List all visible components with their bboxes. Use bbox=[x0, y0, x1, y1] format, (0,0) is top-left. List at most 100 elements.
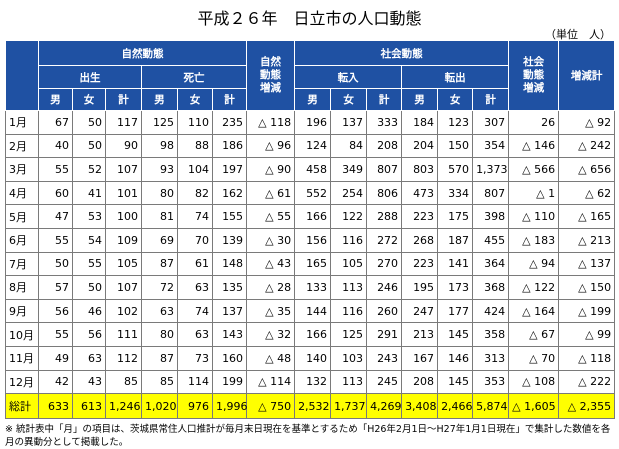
data-row: 4月 60 41 101 80 82 162 △ 61 552 254 806 473 334 807 △ … bbox=[5, 180, 616, 206]
cell: 976 bbox=[177, 393, 213, 420]
data-row: 9月 56 46 102 63 74 137 △ 35 144 116 260 247 177 424 △ … bbox=[5, 298, 616, 324]
cell: △ 1,605 bbox=[508, 393, 560, 420]
cell: 87 bbox=[141, 345, 178, 371]
cell: 144 bbox=[294, 298, 332, 324]
cell: 109 bbox=[105, 227, 142, 253]
cell: △ 164 bbox=[508, 298, 560, 324]
cell: 354 bbox=[472, 133, 510, 159]
cell: 4,269 bbox=[366, 393, 403, 420]
header-cell: 社会動態増減 bbox=[508, 40, 560, 111]
cell: 50 bbox=[72, 110, 106, 135]
cell: 177 bbox=[437, 298, 474, 324]
cell: 93 bbox=[141, 157, 178, 182]
cell: 458 bbox=[294, 157, 332, 182]
cell: 87 bbox=[141, 251, 178, 277]
cell: △ 750 bbox=[246, 393, 296, 420]
cell: 56 bbox=[72, 322, 106, 347]
cell: 60 bbox=[38, 180, 73, 206]
cell: 1,737 bbox=[330, 393, 368, 420]
row-label: 10月 bbox=[5, 322, 39, 347]
row-label: 11月 bbox=[5, 345, 39, 371]
cell: 807 bbox=[472, 180, 510, 206]
cell: 156 bbox=[294, 227, 332, 253]
cell: 186 bbox=[211, 133, 248, 159]
cell: 1,373 bbox=[472, 157, 510, 182]
cell: 67 bbox=[38, 110, 73, 135]
cell: 113 bbox=[330, 275, 368, 300]
cell: 137 bbox=[211, 298, 248, 324]
cell: 197 bbox=[211, 157, 248, 182]
cell: 223 bbox=[401, 204, 439, 229]
cell: △ 566 bbox=[508, 157, 560, 182]
cell: 223 bbox=[401, 251, 439, 277]
data-row: 12月 42 43 85 85 114 199 △ 114 132 113 245 208 145 353… bbox=[5, 369, 616, 395]
header-cell: 自然動態 bbox=[37, 40, 248, 66]
cell: 80 bbox=[141, 322, 178, 347]
cell: △ 146 bbox=[508, 133, 560, 159]
cell: 254 bbox=[330, 180, 368, 206]
cell: 105 bbox=[105, 251, 142, 277]
cell: △ 55 bbox=[246, 204, 296, 229]
cell: 57 bbox=[38, 275, 73, 300]
cell: 69 bbox=[141, 227, 178, 253]
row-label: 総計 bbox=[5, 393, 39, 420]
header-cell: 女 bbox=[437, 88, 474, 111]
header-cell: 転出 bbox=[401, 65, 510, 89]
cell: △ 150 bbox=[558, 275, 616, 300]
cell: 424 bbox=[472, 298, 510, 324]
header-cell: 女 bbox=[177, 88, 213, 111]
data-row: 2月 40 50 90 98 88 186 △ 96 124 84 208 204 150 354 △ 14… bbox=[5, 133, 616, 159]
cell: △ 118 bbox=[558, 345, 616, 371]
population-table: 自然動態 自然動態増減 社会動態 社会動態増減 増減計 出生 死亡 転入 転出 … bbox=[5, 40, 616, 420]
row-label: 8月 bbox=[5, 275, 39, 300]
header-cell: 転入 bbox=[294, 65, 403, 89]
data-row: 8月 57 50 107 72 63 135 △ 28 133 113 246 195 173 368 △ … bbox=[5, 275, 616, 300]
cell: 101 bbox=[105, 180, 142, 206]
cell: 806 bbox=[366, 180, 403, 206]
cell: 90 bbox=[105, 133, 142, 159]
cell: 107 bbox=[105, 157, 142, 182]
cell: 116 bbox=[330, 298, 368, 324]
data-row: 6月 55 54 109 69 70 139 △ 30 156 116 272 268 187 455 △ … bbox=[5, 227, 616, 253]
row-label: 9月 bbox=[5, 298, 39, 324]
cell: △ 656 bbox=[558, 157, 616, 182]
cell: 167 bbox=[401, 345, 439, 371]
cell: 124 bbox=[294, 133, 332, 159]
cell: △ 28 bbox=[246, 275, 296, 300]
cell: 143 bbox=[211, 322, 248, 347]
cell: 61 bbox=[177, 251, 213, 277]
header-cell: 増減計 bbox=[558, 40, 616, 111]
cell: 74 bbox=[177, 204, 213, 229]
cell: 26 bbox=[508, 110, 560, 135]
footnote: ※ 統計表中「月」の項目は、茨城県常住人口推計が毎月末日現在を基準とするため「H… bbox=[5, 424, 611, 448]
cell: 199 bbox=[211, 369, 248, 395]
cell: 100 bbox=[105, 204, 142, 229]
cell: 2,466 bbox=[437, 393, 474, 420]
table-body: 1月 67 50 117 125 110 235 △ 118 196 137 333 184 123 30… bbox=[5, 110, 616, 420]
cell: △ 61 bbox=[246, 180, 296, 206]
cell: 63 bbox=[177, 275, 213, 300]
cell: 125 bbox=[141, 110, 178, 135]
cell: 2,532 bbox=[294, 393, 332, 420]
cell: 333 bbox=[366, 110, 403, 135]
cell: 50 bbox=[72, 275, 106, 300]
cell: △ 2,355 bbox=[558, 393, 616, 420]
cell: 184 bbox=[401, 110, 439, 135]
cell: 313 bbox=[472, 345, 510, 371]
cell: △ 183 bbox=[508, 227, 560, 253]
cell: 54 bbox=[72, 227, 106, 253]
cell: 150 bbox=[437, 133, 474, 159]
cell: 155 bbox=[211, 204, 248, 229]
cell: 80 bbox=[141, 180, 178, 206]
total-row: 総計 633 613 1,246 1,020 976 1,996 △ 750 2,532 1,73… bbox=[5, 393, 616, 420]
data-row: 7月 50 55 105 87 61 148 △ 43 165 105 270 223 141 364 △ … bbox=[5, 251, 616, 277]
cell: 260 bbox=[366, 298, 403, 324]
cell: △ 90 bbox=[246, 157, 296, 182]
header-cell: 社会動態 bbox=[294, 40, 510, 66]
cell: 213 bbox=[401, 322, 439, 347]
header-cell: 計 bbox=[472, 88, 510, 111]
cell: 288 bbox=[366, 204, 403, 229]
row-label: 3月 bbox=[5, 157, 39, 182]
header-cell: 死亡 bbox=[140, 65, 248, 89]
cell: 235 bbox=[211, 110, 248, 135]
